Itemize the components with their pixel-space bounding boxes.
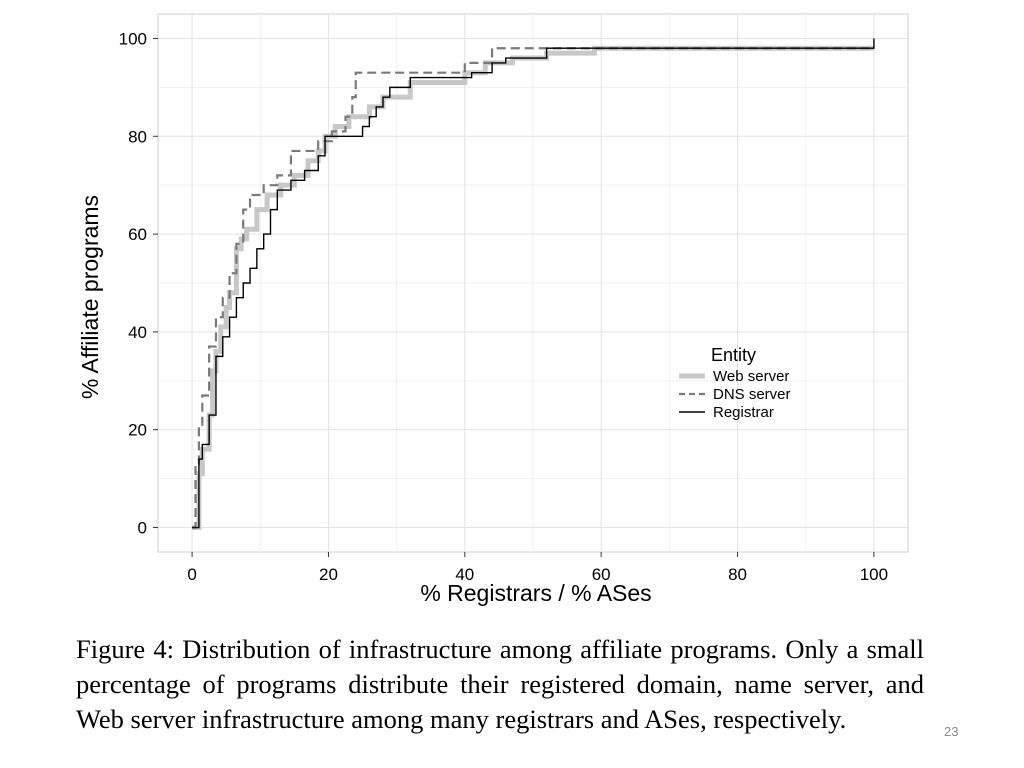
y-tick-label-0: 0 — [138, 519, 147, 538]
x-axis: 0 20 40 60 80 100 — [187, 552, 888, 584]
y-axis-title: % Affiliate programs — [77, 195, 103, 399]
x-axis-title: % Registrars / % ASes — [420, 580, 651, 606]
series-line-1 — [192, 47, 874, 529]
y-axis: 0 20 40 60 80 100 — [119, 29, 158, 538]
x-tick-label-1: 20 — [319, 565, 338, 584]
legend-title: Entity — [711, 345, 756, 365]
grid — [158, 14, 908, 552]
y-tick-label-3: 60 — [128, 225, 147, 244]
figure-caption: Figure 4: Distribution of infrastructure… — [76, 634, 924, 734]
x-tick-label-4: 80 — [728, 565, 747, 584]
chart: 0 20 40 60 80 100 0 20 40 60 80 100 % Registrars /… — [77, 13, 909, 606]
legend-label-1: DNS server — [713, 386, 791, 403]
legend-label-2: Registrar — [713, 404, 774, 421]
x-tick-label-3: 60 — [592, 565, 611, 584]
series-line-2 — [192, 38, 875, 529]
series-layer — [192, 38, 875, 531]
y-tick-label-1: 20 — [128, 421, 147, 440]
page-number: 23 — [944, 724, 959, 739]
y-tick-label-5: 100 — [119, 29, 147, 48]
x-tick-label-5: 100 — [860, 565, 888, 584]
legend-label-0: Web server — [713, 368, 789, 385]
x-tick-label-2: 40 — [455, 565, 474, 584]
x-tick-label-0: 0 — [187, 565, 196, 584]
y-tick-label-2: 40 — [128, 323, 147, 342]
y-tick-label-4: 80 — [128, 127, 147, 146]
